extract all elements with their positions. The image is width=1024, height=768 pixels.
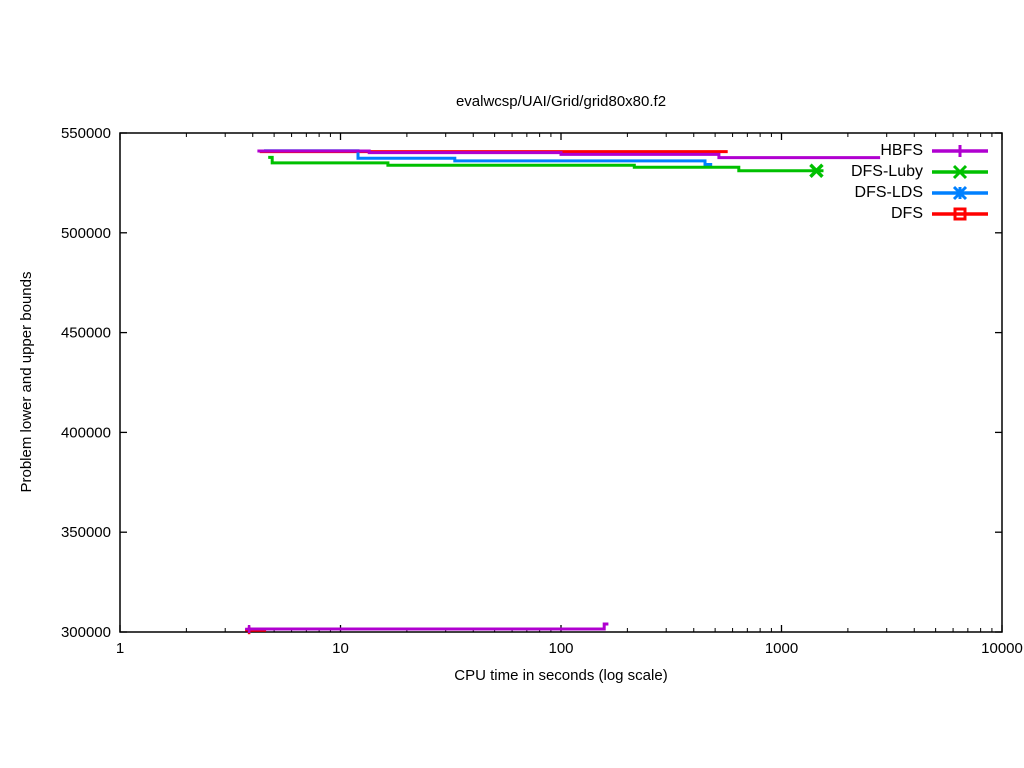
- hbfs-lower-marker-plus-icon: [245, 625, 254, 634]
- dfs-lds-line-sample-icon: [932, 184, 988, 202]
- legend-item-dfs-luby: DFS-Luby: [851, 161, 988, 182]
- x-tick-label: 10: [332, 640, 349, 657]
- x-tick-label: 10000: [981, 640, 1023, 657]
- y-tick-label: 500000: [61, 225, 111, 242]
- dfs-line-sample-icon: [932, 205, 988, 223]
- legend-marker-cross-icon: [952, 164, 968, 179]
- x-tick-label: 1: [116, 640, 124, 657]
- x-tick-label: 100: [548, 640, 573, 657]
- y-tick-label: 350000: [61, 524, 111, 541]
- x-axis-label: CPU time in seconds (log scale): [454, 667, 668, 684]
- legend-item-dfs-lds: DFS-LDS: [851, 182, 988, 203]
- legend-label-dfs-luby: DFS-Luby: [850, 163, 923, 180]
- dfs-luby-upper-line: [268, 155, 824, 173]
- hbfs-line-sample-icon: [932, 142, 988, 160]
- legend-sample-svg: [932, 164, 988, 179]
- legend-sample-svg: [932, 144, 988, 157]
- y-axis-label: Problem lower and upper bounds: [18, 271, 35, 493]
- y-tick-label: 550000: [61, 125, 111, 142]
- dfs-luby-line-sample-icon: [932, 163, 988, 181]
- hbfs-upper-line: [257, 149, 881, 160]
- legend-marker-plus-icon: [954, 144, 966, 157]
- y-tick-label: 400000: [61, 424, 111, 441]
- legend-marker-open-square-icon: [953, 207, 967, 220]
- hbfs-lower-line: [247, 622, 609, 631]
- legend-label-hbfs: HBFS: [880, 142, 923, 159]
- y-tick-label: 450000: [61, 325, 111, 342]
- legend: HBFS DFS-Luby DFS-LDS DFS: [851, 140, 988, 224]
- y-tick-label: 300000: [61, 624, 111, 641]
- chart-title: evalwcsp/UAI/Grid/grid80x80.f2: [455, 93, 667, 110]
- legend-item-hbfs: HBFS: [851, 140, 988, 161]
- x-tick-label: 1000: [765, 640, 798, 657]
- legend-label-dfs: DFS: [891, 205, 923, 222]
- dfs-luby-upper-marker-cross-icon: [809, 163, 824, 178]
- legend-item-dfs: DFS: [851, 203, 988, 224]
- legend-label-dfs-lds: DFS-LDS: [854, 184, 923, 201]
- legend-marker-star-icon: [952, 185, 968, 200]
- legend-sample-svg: [932, 185, 988, 200]
- legend-sample-svg: [932, 207, 988, 220]
